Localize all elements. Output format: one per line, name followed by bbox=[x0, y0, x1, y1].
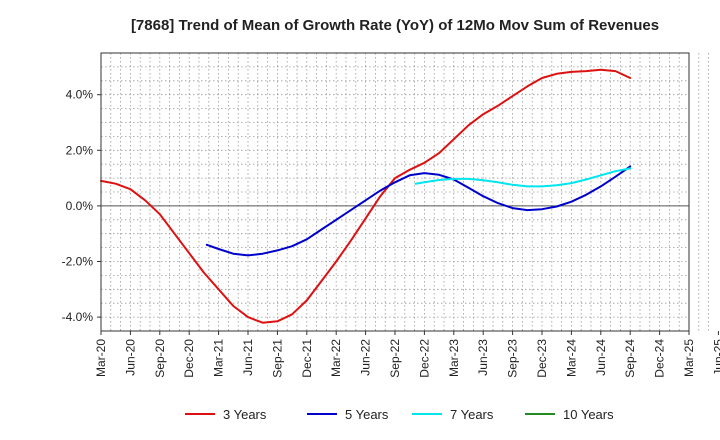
x-tick-label: Mar-23 bbox=[447, 339, 461, 377]
chart-title: [7868] Trend of Mean of Growth Rate (YoY… bbox=[131, 17, 659, 34]
legend-label-3-years: 3 Years bbox=[223, 407, 267, 422]
x-tick-label: Mar-22 bbox=[329, 339, 343, 377]
x-tick-label: Jun-24 bbox=[594, 339, 608, 376]
x-tick-label: Dec-23 bbox=[535, 339, 549, 378]
legend-label-7-years: 7 Years bbox=[450, 407, 494, 422]
x-tick-label: Sep-20 bbox=[153, 339, 167, 378]
y-tick-label: 4.0% bbox=[66, 88, 94, 102]
y-tick-label: 0.0% bbox=[66, 199, 94, 213]
x-tick-label: Jun-21 bbox=[241, 339, 255, 376]
series-line-3-years bbox=[100, 68, 632, 324]
y-tick-label: -4.0% bbox=[62, 310, 94, 324]
x-axis: Mar-20 Jun-20 Sep-20 Dec-20 Mar-21 Jun-21 Sep-… bbox=[94, 331, 720, 378]
legend-label-5-years: 5 Years bbox=[345, 407, 389, 422]
x-tick-label: Dec-24 bbox=[653, 339, 667, 378]
x-tick-label: Dec-22 bbox=[417, 339, 431, 378]
x-tick-label: Jun-25 bbox=[711, 339, 720, 376]
x-tick-label: Sep-23 bbox=[506, 339, 520, 378]
series-line-7-years bbox=[414, 167, 632, 188]
y-tick-label: 2.0% bbox=[66, 143, 94, 157]
series-line-5-years bbox=[205, 165, 632, 257]
x-tick-label: Jun-23 bbox=[476, 339, 490, 376]
x-tick-label: Sep-21 bbox=[270, 339, 284, 378]
x-tick-label: Sep-22 bbox=[388, 339, 402, 378]
x-tick-label: Jun-20 bbox=[123, 339, 137, 376]
x-tick-label: Dec-21 bbox=[300, 339, 314, 378]
x-tick-label: Mar-25 bbox=[682, 339, 696, 377]
x-tick-label: Jun-22 bbox=[359, 339, 373, 376]
x-tick-label: Mar-21 bbox=[212, 339, 226, 377]
x-tick-label: Mar-20 bbox=[94, 339, 108, 377]
legend: 3 Years 5 Years 7 Years 10 Years bbox=[185, 407, 614, 422]
x-tick-label: Sep-24 bbox=[623, 339, 637, 378]
y-axis: 4.0% 2.0% 0.0% -2.0% -4.0% bbox=[62, 88, 101, 324]
legend-label-10-years: 10 Years bbox=[563, 407, 614, 422]
y-tick-label: -2.0% bbox=[62, 255, 94, 269]
x-tick-label: Mar-24 bbox=[564, 339, 578, 377]
series-lines bbox=[100, 68, 632, 324]
x-tick-label: Dec-20 bbox=[182, 339, 196, 378]
